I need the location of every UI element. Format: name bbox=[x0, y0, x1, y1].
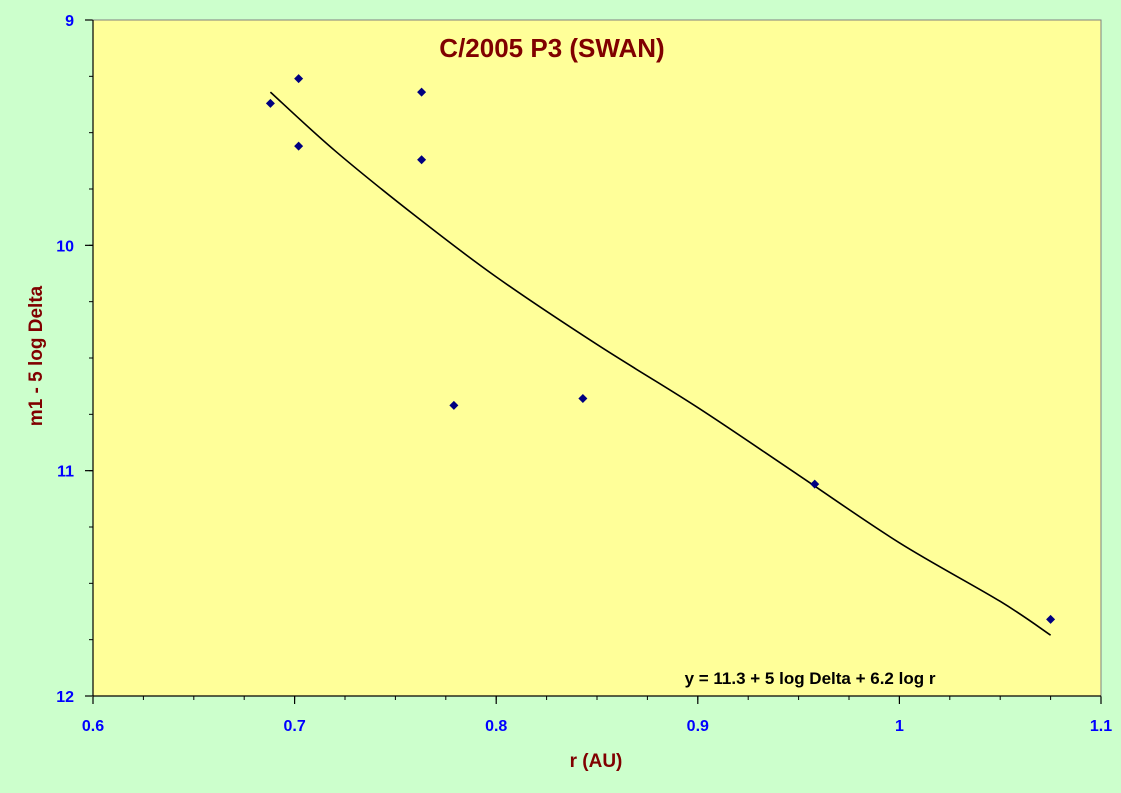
y-tick-label: 9 bbox=[65, 13, 74, 30]
tick-labels: 0.6 0.7 0.8 0.9 1 1.1 9 10 11 12 bbox=[56, 13, 1112, 735]
data-point bbox=[265, 98, 275, 108]
data-point bbox=[417, 155, 427, 165]
x-tick-label: 1 bbox=[895, 718, 904, 735]
x-tick-label: 0.7 bbox=[283, 718, 305, 735]
data-point bbox=[578, 394, 588, 404]
x-tick-label: 1.1 bbox=[1090, 718, 1112, 735]
data-point bbox=[449, 400, 459, 410]
data-point bbox=[294, 74, 304, 84]
y-tick-label: 11 bbox=[57, 464, 74, 481]
y-tick-label: 10 bbox=[56, 238, 74, 255]
x-tick-label: 0.6 bbox=[82, 718, 104, 735]
data-point bbox=[294, 141, 304, 151]
x-tick-label: 0.8 bbox=[485, 718, 507, 735]
chart-title: C/2005 P3 (SWAN) bbox=[439, 33, 664, 63]
trendline bbox=[269, 91, 1052, 636]
major-ticks bbox=[85, 19, 1102, 704]
y-tick-label: 12 bbox=[56, 689, 74, 706]
data-point bbox=[810, 479, 820, 489]
data-point bbox=[1046, 614, 1056, 624]
x-tick-label: 0.9 bbox=[687, 718, 709, 735]
plot-area bbox=[93, 20, 1101, 696]
data-points bbox=[265, 74, 1056, 624]
data-point bbox=[417, 87, 427, 97]
x-axis-label: r (AU) bbox=[570, 751, 623, 772]
y-axis-label: m1 - 5 log Delta bbox=[26, 285, 47, 426]
equation-annotation: y = 11.3 + 5 log Delta + 6.2 log r bbox=[685, 669, 936, 688]
